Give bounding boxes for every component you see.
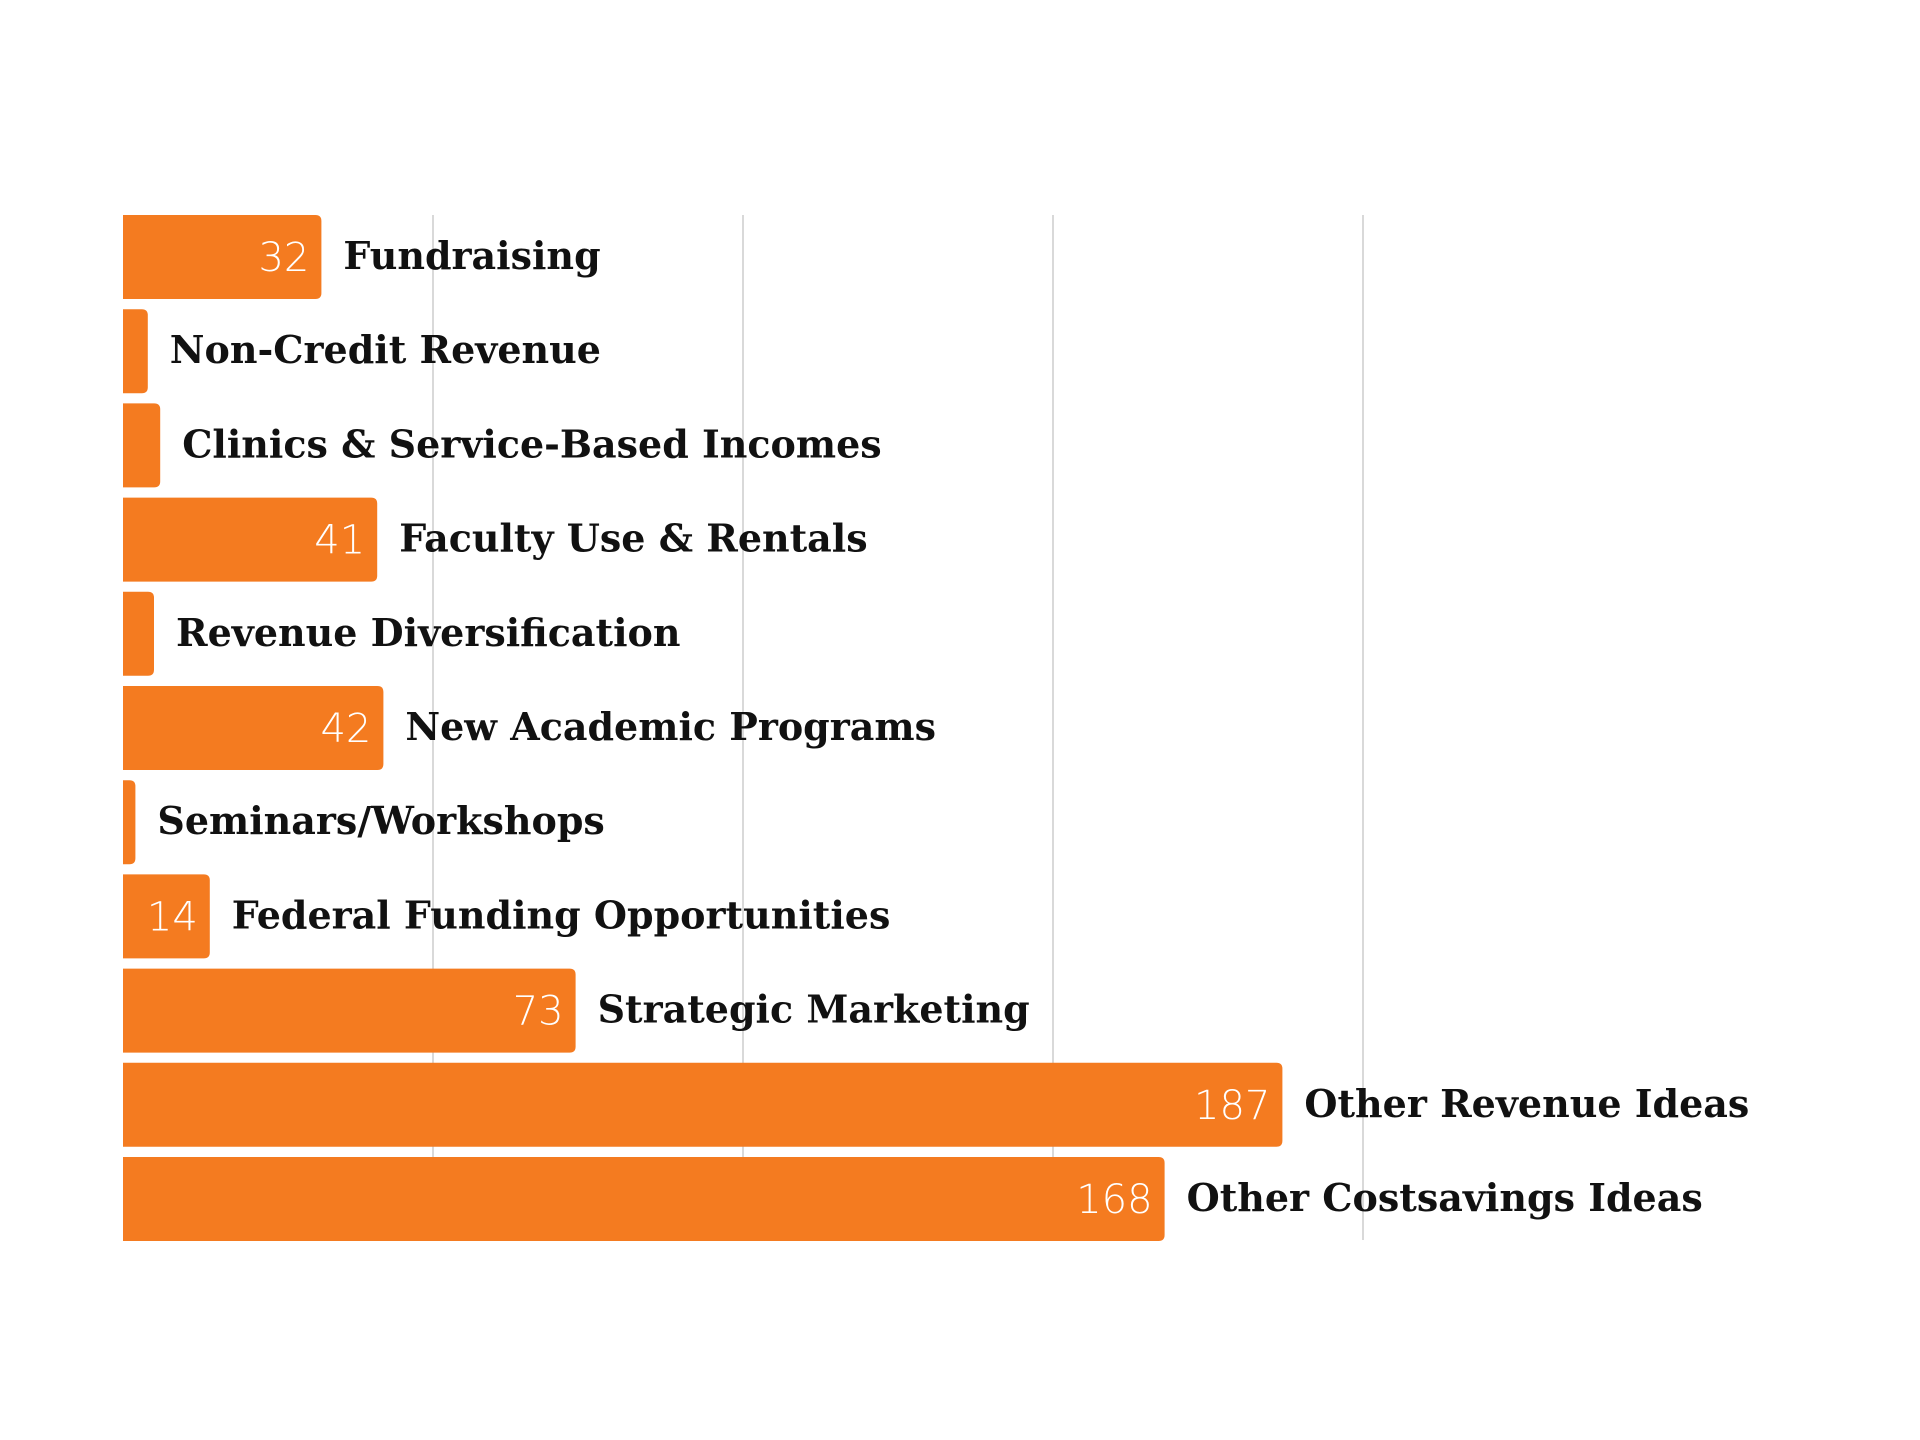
bar — [123, 591, 154, 676]
labels-layer: 32 Fundraising Non-Credit Revenue Clinics &… — [147, 233, 1749, 1223]
bar-value-label: 187 — [1194, 1083, 1270, 1129]
bar — [123, 1062, 1283, 1147]
bar — [123, 497, 378, 582]
bar-value-label: 14 — [147, 894, 198, 940]
category-label: Other Costsavings Ideas — [1187, 1175, 1703, 1220]
bar-value-label: 41 — [314, 518, 365, 564]
bar — [123, 874, 210, 959]
bar — [123, 1157, 1165, 1241]
category-label: Strategic Marketing — [598, 987, 1030, 1032]
bar-value-label: 168 — [1076, 1177, 1152, 1223]
bar — [123, 403, 161, 488]
bars-layer — [123, 215, 1283, 1241]
bar — [123, 686, 384, 770]
category-label: Seminars/Workshops — [157, 798, 604, 843]
bar-value-label: 73 — [513, 989, 564, 1035]
bar — [123, 968, 576, 1053]
bar-value-label: 32 — [258, 235, 309, 281]
category-label: Fundraising — [343, 233, 600, 278]
bar-value-label: 42 — [320, 706, 371, 752]
category-label: Other Revenue Ideas — [1304, 1081, 1749, 1126]
bar — [123, 780, 136, 865]
category-label: Faculty Use & Rentals — [399, 516, 867, 561]
bar — [123, 215, 322, 299]
category-label: Non-Credit Revenue — [170, 327, 601, 372]
bar — [123, 309, 148, 394]
category-label: New Academic Programs — [405, 704, 936, 749]
category-label: Federal Funding Opportunities — [232, 892, 891, 937]
category-label: Revenue Diversification — [176, 610, 681, 655]
category-label: Clinics & Service-Based Incomes — [182, 421, 882, 466]
